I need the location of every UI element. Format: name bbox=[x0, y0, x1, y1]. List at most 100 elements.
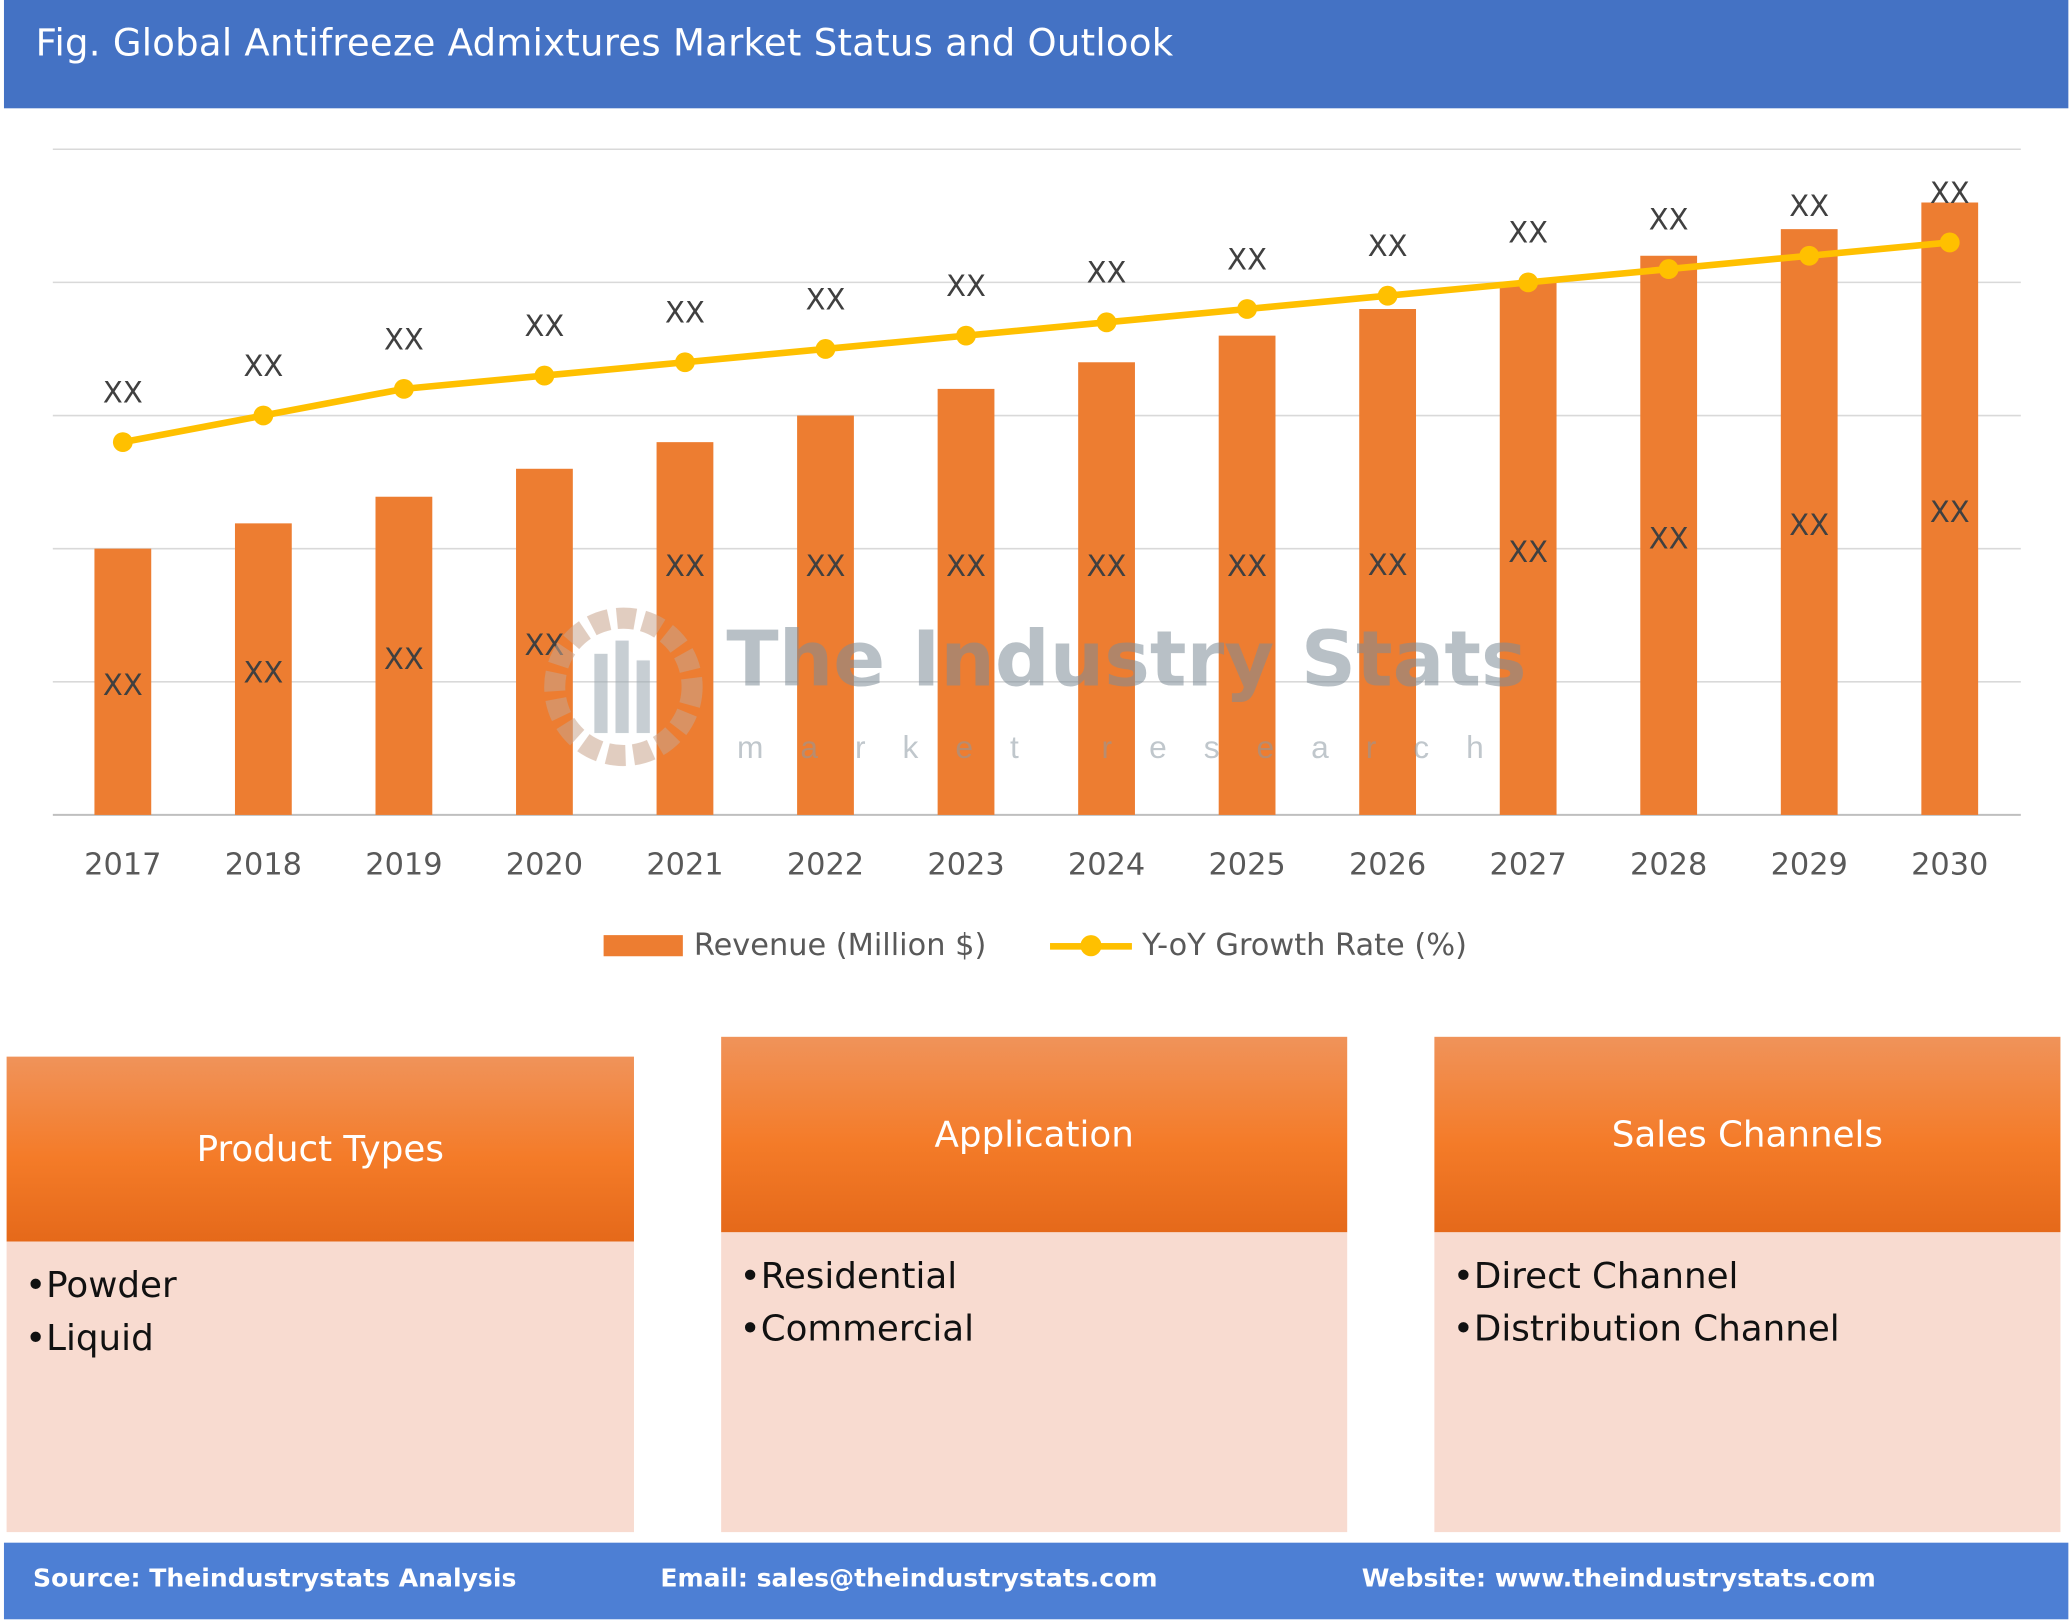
bar-data-label: XX bbox=[1508, 535, 1548, 569]
x-tick-label: 2029 bbox=[1771, 847, 1848, 882]
bar-data-label: XX bbox=[806, 549, 846, 583]
line-data-label: XX bbox=[806, 282, 846, 316]
footer-source: Source: Theindustrystats Analysis bbox=[33, 1563, 517, 1593]
line-data-label: XX bbox=[103, 376, 143, 410]
growth-point-2022 bbox=[815, 339, 836, 359]
legend-label: Y-oY Growth Rate (%) bbox=[1142, 928, 1467, 963]
line-data-label: XX bbox=[1789, 189, 1829, 223]
x-tick-label: 2020 bbox=[506, 847, 583, 882]
list-item: •Commercial bbox=[739, 1308, 975, 1350]
line-data-label: XX bbox=[1087, 256, 1127, 290]
x-tick-label: 2017 bbox=[84, 847, 161, 882]
bar-2025 bbox=[1218, 335, 1276, 815]
line-data-label: XX bbox=[1649, 202, 1689, 236]
bar-2021 bbox=[656, 442, 714, 815]
box-body: •Direct Channel •Distribution Channel bbox=[1434, 1232, 2061, 1533]
box-header: Application bbox=[721, 1036, 1348, 1233]
growth-point-2018 bbox=[253, 405, 274, 426]
growth-point-2020 bbox=[534, 365, 555, 386]
bar-2023 bbox=[937, 388, 995, 815]
bar-2028 bbox=[1640, 255, 1698, 815]
x-tick-label: 2021 bbox=[646, 847, 723, 882]
growth-point-2025 bbox=[1237, 299, 1257, 319]
bar-data-label: XX bbox=[1930, 495, 1970, 529]
bar-2022 bbox=[797, 415, 854, 815]
footer-website[interactable]: Website: www.theindustrystats.com bbox=[1361, 1563, 1876, 1593]
bar-data-label: XX bbox=[665, 549, 705, 583]
chart: XX XX 2017 XX XX 2018 XX XX 2019 XX XX 2020 XX XX 2021… bbox=[52, 148, 2021, 882]
growth-point-2017 bbox=[112, 432, 133, 453]
bar-2017 bbox=[94, 548, 152, 815]
growth-point-2021 bbox=[675, 352, 695, 373]
line-data-label: XX bbox=[665, 296, 705, 330]
box-body: •Powder •Liquid bbox=[6, 1241, 634, 1533]
list-item: •Direct Channel bbox=[1452, 1256, 1739, 1298]
sales-channels-box: Sales Channels •Direct Channel •Distribu… bbox=[1434, 1036, 2061, 1533]
line-data-label: XX bbox=[1930, 176, 1970, 210]
footer-email[interactable]: Email: sales@theindustrystats.com bbox=[660, 1563, 1158, 1593]
legend-label: Revenue (Million $) bbox=[693, 928, 987, 963]
growth-point-2023 bbox=[956, 325, 976, 346]
box-body: •Residential •Commercial bbox=[721, 1232, 1348, 1533]
bar-2018 bbox=[234, 523, 292, 815]
x-tick-label: 2022 bbox=[787, 847, 864, 882]
list-item: •Powder bbox=[25, 1265, 177, 1307]
bar-2024 bbox=[1078, 362, 1135, 815]
page-title: Fig. Global Antifreeze Admixtures Market… bbox=[35, 21, 1174, 65]
growth-point-2030 bbox=[1939, 232, 1960, 253]
bar-data-label: XX bbox=[1368, 548, 1408, 582]
growth-point-2019 bbox=[393, 378, 414, 399]
line-data-label: XX bbox=[1508, 216, 1548, 250]
x-tick-label: 2023 bbox=[927, 847, 1004, 882]
footer: Source: Theindustrystats Analysis Email:… bbox=[3, 1542, 2069, 1620]
bar-2027 bbox=[1499, 282, 1557, 815]
line-data-label: XX bbox=[384, 322, 424, 356]
bar-data-label: XX bbox=[946, 549, 986, 583]
list-item: •Liquid bbox=[25, 1318, 154, 1360]
bar-data-label: XX bbox=[1649, 522, 1689, 556]
line-data-label: XX bbox=[1368, 229, 1408, 263]
bar-data-label: XX bbox=[525, 628, 565, 662]
bar-data-label: XX bbox=[103, 668, 143, 702]
box-header: Sales Channels bbox=[1434, 1036, 2061, 1233]
application-box: Application •Residential •Commercial bbox=[721, 1036, 1348, 1533]
line-data-label: XX bbox=[1227, 242, 1267, 276]
growth-point-2029 bbox=[1799, 245, 1820, 266]
line-data-label: XX bbox=[243, 349, 283, 383]
bar-data-label: XX bbox=[384, 642, 424, 676]
x-tick-label: 2028 bbox=[1630, 847, 1707, 882]
legend-item-revenue: Revenue (Million $) bbox=[604, 929, 986, 963]
line-data-label: XX bbox=[525, 309, 565, 343]
bar-data-label: XX bbox=[1789, 508, 1829, 542]
growth-point-2027 bbox=[1518, 272, 1539, 293]
box-header: Product Types bbox=[6, 1056, 634, 1242]
chart-legend: Revenue (Million $) Y-oY Growth Rate (%) bbox=[0, 929, 2071, 963]
list-item: •Distribution Channel bbox=[1452, 1308, 1840, 1350]
legend-item-growth: Y-oY Growth Rate (%) bbox=[1049, 928, 1467, 963]
bar-2030 bbox=[1921, 202, 1979, 815]
bar-data-label: XX bbox=[1227, 549, 1267, 583]
growth-point-2024 bbox=[1096, 312, 1117, 333]
bar-data-label: XX bbox=[243, 655, 283, 689]
x-tick-label: 2027 bbox=[1490, 847, 1567, 882]
x-tick-label: 2026 bbox=[1349, 847, 1426, 882]
bar-2019 bbox=[375, 496, 433, 815]
bar-2026 bbox=[1359, 309, 1417, 815]
growth-point-2028 bbox=[1658, 259, 1679, 279]
title-bar: Fig. Global Antifreeze Admixtures Market… bbox=[3, 0, 2069, 109]
growth-line bbox=[122, 239, 1951, 446]
legend-bar-swatch bbox=[604, 935, 684, 957]
bar-2029 bbox=[1780, 229, 1838, 815]
growth-point-2026 bbox=[1377, 285, 1398, 306]
x-tick-label: 2018 bbox=[225, 847, 302, 882]
product-types-box: Product Types •Powder •Liquid bbox=[6, 1056, 634, 1533]
line-data-label: XX bbox=[946, 269, 986, 303]
x-tick-label: 2030 bbox=[1911, 847, 1988, 882]
bar-data-label: XX bbox=[1087, 549, 1127, 583]
x-tick-label: 2025 bbox=[1208, 847, 1285, 882]
legend-line-swatch bbox=[1049, 934, 1132, 956]
list-item: •Residential bbox=[739, 1256, 958, 1298]
x-tick-label: 2024 bbox=[1068, 847, 1145, 882]
x-tick-label: 2019 bbox=[365, 847, 442, 882]
